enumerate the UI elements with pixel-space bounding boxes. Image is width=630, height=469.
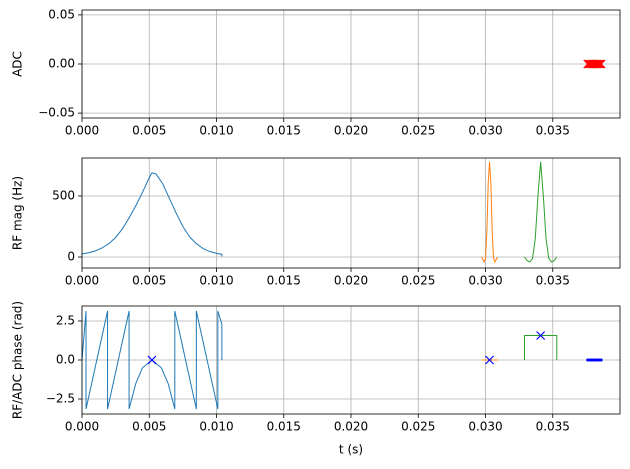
x-tick-label: 0.005 xyxy=(132,124,166,138)
subplot: 0.000 0.005 0.010 0.015 0.020 0.025 0.030 0.035… xyxy=(11,301,621,457)
x-tick-label: 0.020 xyxy=(334,274,368,288)
x-tick-label: 0.025 xyxy=(401,420,435,434)
marker-x xyxy=(592,59,602,69)
series-line xyxy=(82,172,223,257)
subplot: 0.000 0.005 0.010 0.015 0.020 0.025 0.030 0.035… xyxy=(11,157,621,288)
y-axis-label: ADC xyxy=(11,51,25,77)
plot-area xyxy=(82,161,558,264)
axes-frame xyxy=(81,305,621,415)
x-tick-label: 0.025 xyxy=(401,124,435,138)
x-tick-label: 0.020 xyxy=(334,420,368,434)
y-tick-label: 0 xyxy=(67,250,75,264)
marker-x xyxy=(595,59,605,69)
y-tick-label: −0.05 xyxy=(38,106,75,120)
y-axis-label: RF/ADC phase (rad) xyxy=(11,301,25,419)
x-tick-label: 0.020 xyxy=(334,124,368,138)
series-line xyxy=(82,310,223,410)
x-tick-label: 0.000 xyxy=(65,274,99,288)
y-tick-label: 0.05 xyxy=(48,7,75,21)
x-tick-label: 0.000 xyxy=(65,124,99,138)
x-tick-label: 0.035 xyxy=(536,124,570,138)
axes-frame xyxy=(81,9,621,119)
marker-x xyxy=(147,355,157,365)
x-tick-label: 0.015 xyxy=(267,124,301,138)
marker-x xyxy=(485,355,494,365)
series-line xyxy=(481,161,499,264)
marker-x xyxy=(596,59,606,69)
subplot: 0.000 0.005 0.010 0.015 0.020 0.025 0.030 0.035… xyxy=(11,7,621,138)
x-tick-label: 0.005 xyxy=(132,274,166,288)
y-axis-label: RF mag (Hz) xyxy=(11,176,25,250)
axes-frame xyxy=(81,157,621,269)
x-tick-label: 0.030 xyxy=(468,420,502,434)
marker-x xyxy=(594,59,603,69)
y-tick-label: 0.00 xyxy=(48,57,75,71)
x-tick-label: 0.015 xyxy=(267,274,301,288)
plot-area xyxy=(583,59,606,69)
x-axis-label: t (s) xyxy=(339,443,363,457)
x-tick-label: 0.015 xyxy=(267,420,301,434)
y-tick-label: 500 xyxy=(52,188,75,202)
x-tick-label: 0.010 xyxy=(199,124,233,138)
x-tick-label: 0.030 xyxy=(468,124,502,138)
series-line xyxy=(524,161,558,263)
x-tick-label: 0.005 xyxy=(132,420,166,434)
y-tick-label: −2.5 xyxy=(46,392,75,406)
x-tick-label: 0.010 xyxy=(199,420,233,434)
x-tick-label: 0.035 xyxy=(536,274,570,288)
marker-x xyxy=(536,331,546,340)
x-tick-label: 0.030 xyxy=(468,274,502,288)
x-tick-label: 0.025 xyxy=(401,274,435,288)
x-tick-label: 0.010 xyxy=(199,274,233,288)
series-line xyxy=(524,335,558,360)
y-tick-label: 2.5 xyxy=(56,313,75,327)
x-tick-label: 0.035 xyxy=(536,420,570,434)
y-tick-label: 0.0 xyxy=(56,353,75,367)
plot-area xyxy=(82,310,603,410)
marker-dot xyxy=(599,358,603,362)
x-tick-label: 0.000 xyxy=(65,420,99,434)
